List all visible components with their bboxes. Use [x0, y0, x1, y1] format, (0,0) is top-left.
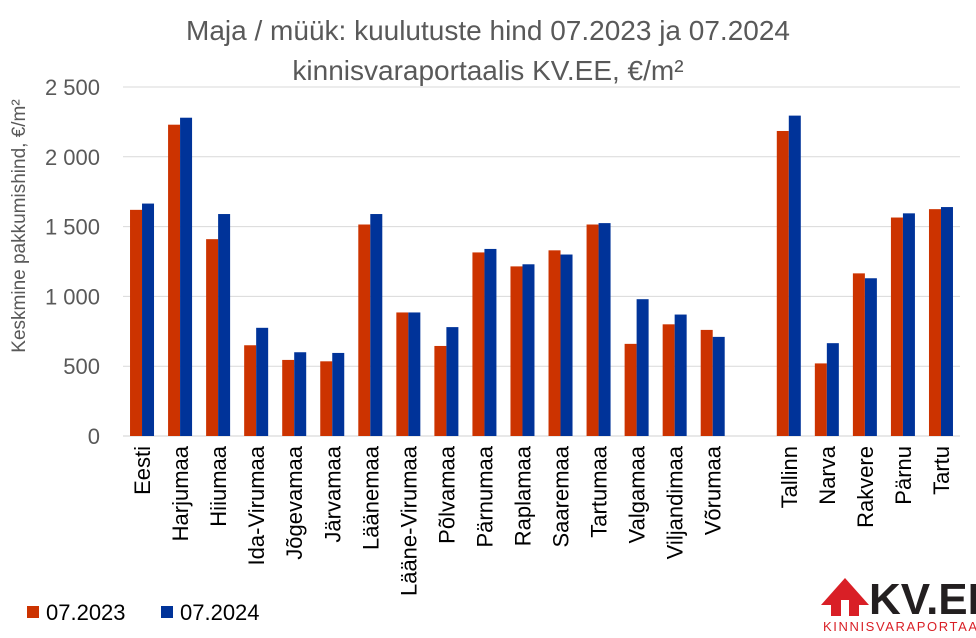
bar: [548, 250, 561, 436]
bar: [180, 117, 193, 436]
x-tick-label: Ida-Virumaa: [244, 445, 269, 565]
legend-swatch-07-2024: [161, 606, 173, 618]
x-tick-label: Rakvere: [853, 446, 878, 528]
x-tick-label: Tartu: [929, 446, 954, 495]
bar: [560, 254, 573, 436]
bar: [282, 359, 295, 436]
bar: [852, 273, 865, 436]
bar: [776, 130, 789, 436]
bar: [332, 352, 345, 436]
x-tick-label: Põlvamaa: [434, 445, 459, 544]
y-axis-label: Keskmine pakkumishind, €/m²: [9, 99, 30, 352]
bar: [940, 207, 953, 436]
bar: [712, 336, 725, 436]
bar: [624, 343, 637, 436]
x-tick-label: Tartumaa: [587, 445, 612, 537]
bars: [130, 115, 953, 437]
x-tick-label: Saaremaa: [549, 445, 574, 547]
bar: [586, 224, 599, 436]
chart-title-line2: kinnisvaraportaalis KV.EE, €/m²: [292, 55, 683, 86]
bar: [700, 329, 713, 436]
legend: 07.2023 07.2024: [27, 600, 260, 625]
bar: [484, 248, 497, 436]
x-tick-label: Eesti: [130, 446, 155, 495]
bar: [256, 327, 269, 436]
logo-brand: KV.EE: [869, 575, 976, 624]
bar: [434, 345, 447, 436]
bar: [130, 209, 143, 436]
logo-tagline: KINNISVARAPORTAAL: [823, 619, 976, 634]
bar: [218, 214, 231, 436]
kv-ee-logo: KV.EE KINNISVARAPORTAAL: [821, 575, 976, 634]
bar: [928, 209, 941, 436]
category-labels: Eesti Harjumaa Hiiumaa Ida-Virumaa Jõgevamaa…: [130, 445, 954, 596]
x-tick-label: Pärnumaa: [472, 445, 497, 547]
bar: [826, 343, 839, 436]
bar: [902, 213, 915, 436]
x-tick-label: Tallinn: [777, 446, 802, 508]
y-tick-label: 500: [63, 354, 100, 379]
bar: [244, 345, 257, 436]
x-tick-label: Jõgevamaa: [282, 445, 307, 560]
bar: [472, 252, 485, 436]
x-tick-label: Hiiumaa: [206, 445, 231, 526]
bar: [890, 217, 903, 436]
bar: [396, 312, 409, 436]
x-tick-label: Järvamaa: [320, 445, 345, 542]
bar: [522, 264, 535, 436]
legend-label-07-2023: 07.2023: [46, 600, 126, 625]
x-tick-label: Harjumaa: [168, 445, 193, 541]
y-tick-label: 2 000: [45, 145, 100, 170]
bar: [206, 239, 219, 436]
y-tick-label: 0: [88, 424, 100, 449]
bar: [674, 314, 687, 436]
bar: [598, 223, 611, 436]
bar: [446, 327, 459, 436]
bar: [370, 214, 383, 436]
bar: [814, 363, 827, 436]
x-tick-label: Lääne-Virumaa: [396, 445, 421, 596]
bar: [510, 266, 523, 436]
bar: [864, 278, 877, 436]
y-tick-label: 1 000: [45, 284, 100, 309]
x-tick-label: Viljandimaa: [663, 445, 688, 559]
bar: [320, 361, 333, 436]
x-tick-label: Narva: [815, 445, 840, 504]
x-tick-label: Pärnu: [891, 446, 916, 505]
x-tick-label: Läänemaa: [358, 445, 383, 550]
bar: [168, 124, 181, 436]
chart-title-line1: Maja / müük: kuulutuste hind 07.2023 ja …: [186, 15, 790, 46]
bar: [788, 115, 801, 437]
y-tick-label: 2 500: [45, 75, 100, 100]
bar: [662, 324, 675, 436]
legend-swatch-07-2023: [27, 606, 39, 618]
bar: [408, 312, 421, 436]
y-tick-labels: 0 500 1 000 1 500 2 000 2 500: [45, 75, 100, 449]
legend-label-07-2024: 07.2024: [180, 600, 260, 625]
bar: [358, 224, 371, 436]
bar: [294, 352, 307, 436]
house-icon: [821, 578, 869, 616]
x-tick-label: Raplamaa: [510, 445, 535, 546]
bar: [142, 203, 155, 436]
bar: [636, 299, 649, 436]
y-tick-label: 1 500: [45, 215, 100, 240]
x-tick-label: Võrumaa: [701, 445, 726, 535]
x-tick-label: Valgamaa: [625, 445, 650, 543]
